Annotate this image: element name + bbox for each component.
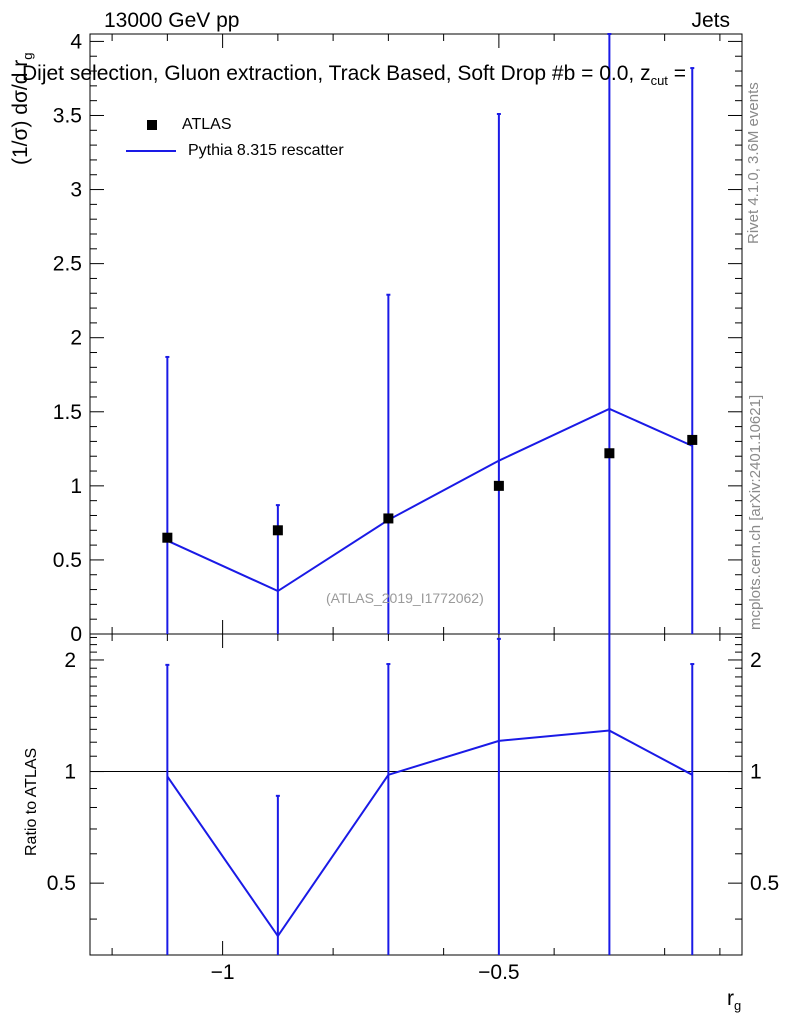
legend-entry-mc: Pythia 8.315 rescatter — [126, 142, 344, 160]
analysis-watermark: (ATLAS_2019_I1772062) — [326, 590, 484, 606]
y-tick-label: 3 — [70, 179, 82, 202]
mc-line — [166, 407, 693, 593]
y-axis-label-main-text: (1/σ) dσ/d r — [9, 59, 32, 165]
y-axis-label-ratio: Ratio to ATLAS — [23, 747, 40, 856]
atlas-point — [604, 448, 615, 459]
plot-frames — [89, 33, 743, 956]
y-tick-label: 0.5 — [53, 549, 82, 572]
y-tick-label: 4 — [70, 30, 82, 53]
atlas-point — [162, 532, 173, 543]
x-axis-label-text: r — [727, 987, 734, 1010]
y-axis-label-main-sub: g — [20, 52, 36, 60]
legend-label-mc: Pythia 8.315 rescatter — [188, 142, 344, 159]
mcplots-label: mcplots.cern.ch [arXiv:2401.10621] — [747, 394, 764, 630]
series-layer — [162, 33, 698, 955]
ratio-line — [166, 729, 693, 938]
x-tick-label: −0.5 — [478, 961, 519, 984]
ratio-tick-label-right: 2 — [750, 649, 762, 672]
x-axis-label: rg — [727, 988, 741, 1012]
y-axis-label-main: (1/σ) dσ/d rg — [9, 52, 36, 165]
atlas-point — [383, 513, 394, 524]
chart-title-tail: = — [667, 62, 687, 85]
axes: −1 −0.5 0 0.5 1 1.5 2 2.5 3 3.5 4 0.5 0.5 1 1 2 2 — [47, 30, 779, 984]
atlas-point — [493, 480, 504, 491]
y-tick-label: 1.5 — [53, 401, 82, 424]
chart-title-text: Dijet selection, Gluon extraction, Track… — [22, 62, 651, 85]
legend-line-mc — [126, 150, 176, 152]
x-axis-label-sub: g — [734, 998, 742, 1014]
rivet-version-label: Rivet 4.1.0, 3.6M events — [745, 82, 762, 244]
x-tick-label: −1 — [211, 961, 235, 984]
legend-marker-square — [147, 120, 157, 130]
y-tick-label: 3.5 — [53, 104, 82, 127]
atlas-point — [272, 525, 283, 536]
ratio-tick-label-right: 0.5 — [750, 872, 779, 895]
header-left: 13000 GeV pp — [104, 9, 240, 32]
header-right: Jets — [691, 9, 730, 32]
y-tick-label: 0 — [70, 623, 82, 646]
ratio-tick-label-left: 0.5 — [47, 872, 76, 895]
ratio-panel-frame — [89, 633, 743, 956]
chart-title: Dijet selection, Gluon extraction, Track… — [22, 63, 686, 87]
y-tick-label: 1 — [70, 475, 82, 498]
chart-title-sub: cut — [650, 73, 668, 89]
y-tick-label: 2 — [70, 327, 82, 350]
y-tick-label: 2.5 — [53, 253, 82, 276]
ratio-tick-label-left: 2 — [64, 649, 76, 672]
legend-label-data: ATLAS — [182, 116, 232, 133]
atlas-point — [687, 434, 698, 445]
ratio-tick-label-left: 1 — [64, 761, 76, 784]
legend-entry-data: ATLAS — [126, 116, 232, 134]
ratio-tick-label-right: 1 — [750, 761, 762, 784]
